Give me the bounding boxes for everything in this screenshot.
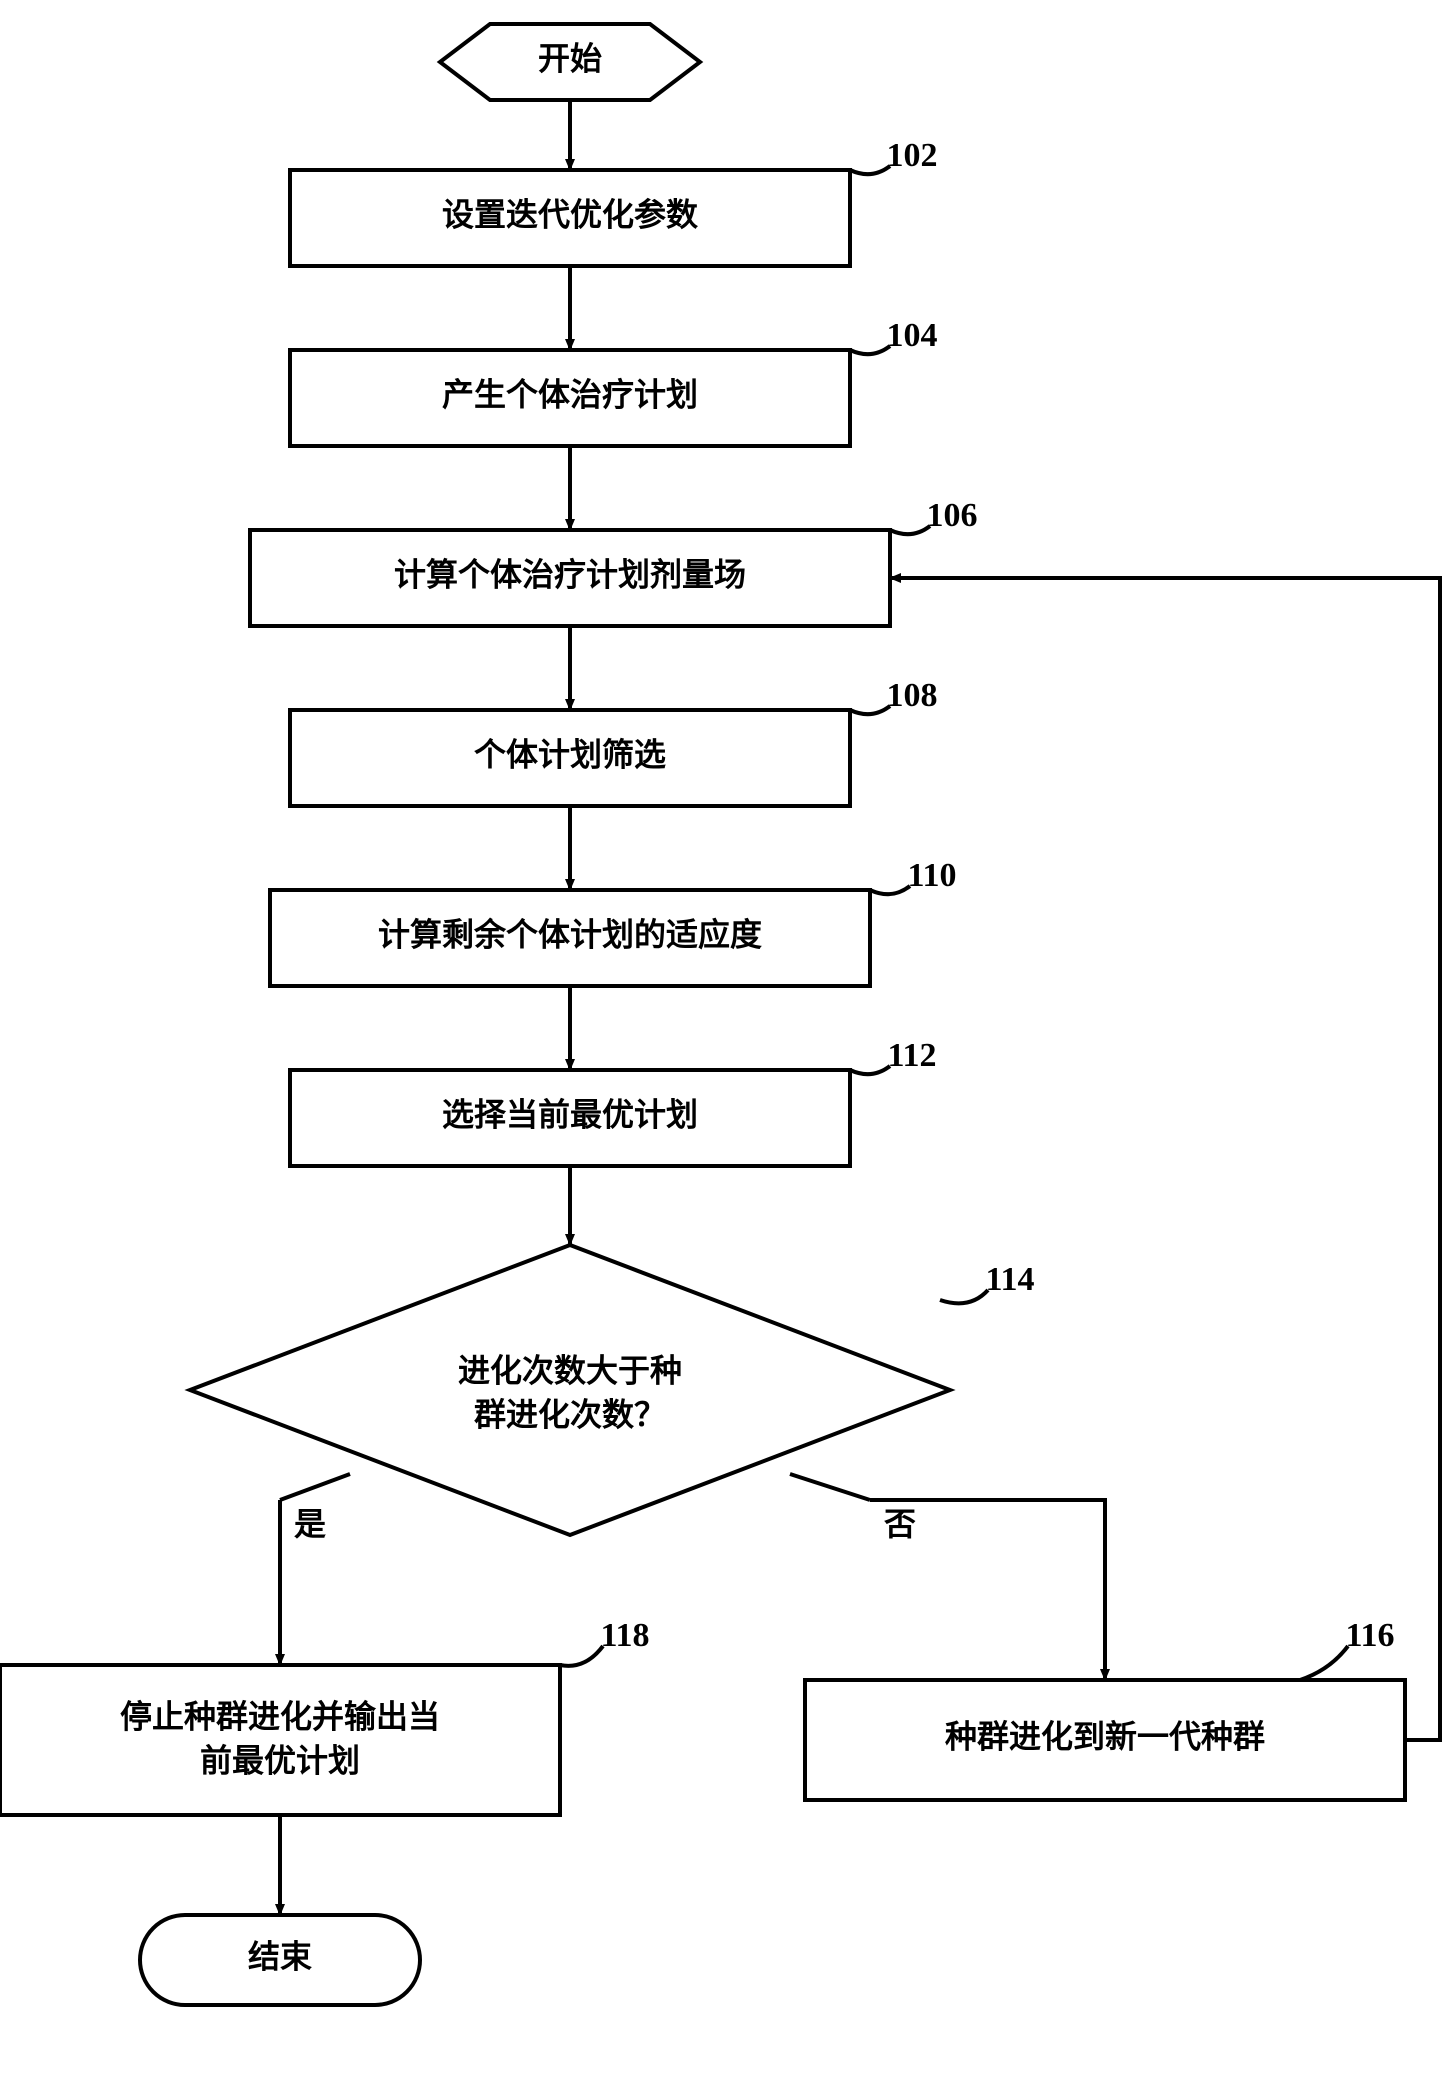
callout-curve [890, 526, 930, 534]
node-end: 结束 [140, 1915, 420, 2005]
callout-curve [870, 886, 910, 894]
ref-number: 112 [887, 1037, 936, 1074]
node-start: 开始 [440, 24, 700, 100]
callout-curve [850, 346, 890, 354]
node-n114: 进化次数大于种群进化次数？ 是 否 114 [190, 1245, 1035, 1542]
callout-curve [850, 1066, 890, 1074]
node-label: 计算个体治疗计划剂量场 [394, 556, 746, 592]
ref-number: 106 [927, 497, 978, 534]
callout-curve [940, 1290, 988, 1303]
node-label: 产生个体治疗计划 [442, 376, 698, 412]
callout-curve [850, 166, 890, 174]
flowchart-diagram: 开始设置迭代优化参数 102 产生个体治疗计划 104 计算个体治疗计划剂量场 106 个体… [0, 0, 1450, 2091]
node-n104: 产生个体治疗计划 104 [290, 317, 938, 446]
yes-label: 是 [294, 1506, 326, 1542]
node-n112: 选择当前最优计划 112 [290, 1037, 937, 1166]
node-label: 选择当前最优计划 [442, 1096, 698, 1132]
ref-number: 108 [887, 677, 938, 714]
no-label: 否 [884, 1506, 916, 1542]
callout-curve [1300, 1646, 1348, 1680]
callout-curve [560, 1646, 603, 1666]
node-label-1: 停止种群进化并输出当 [120, 1698, 440, 1734]
diamond-left-stub [280, 1474, 350, 1500]
node-n118: 停止种群进化并输出当前最优计划 118 [0, 1617, 650, 1815]
diamond-right-stub [790, 1474, 870, 1500]
node-label: 计算剩余个体计划的适应度 [378, 916, 762, 952]
node-n106: 计算个体治疗计划剂量场 106 [250, 497, 978, 626]
node-label: 开始 [538, 40, 602, 76]
node-label: 结束 [248, 1938, 312, 1974]
ref-number: 104 [887, 317, 938, 354]
node-label: 种群进化到新一代种群 [945, 1718, 1265, 1754]
ref-number: 102 [887, 137, 938, 174]
edge [890, 578, 1440, 1740]
node-label: 设置迭代优化参数 [442, 196, 699, 232]
node-n108: 个体计划筛选 108 [290, 677, 938, 806]
ref-number: 114 [985, 1261, 1034, 1298]
node-n102: 设置迭代优化参数 102 [290, 137, 938, 266]
node-label-2: 群进化次数？ [474, 1396, 666, 1432]
ref-number: 118 [600, 1617, 649, 1654]
node-label-1: 进化次数大于种 [458, 1352, 682, 1388]
ref-number: 110 [907, 857, 956, 894]
node-n110: 计算剩余个体计划的适应度 110 [270, 857, 957, 986]
node-label-2: 前最优计划 [200, 1742, 360, 1778]
node-label: 个体计划筛选 [474, 736, 666, 772]
callout-curve [850, 706, 890, 714]
ref-number: 116 [1345, 1617, 1394, 1654]
